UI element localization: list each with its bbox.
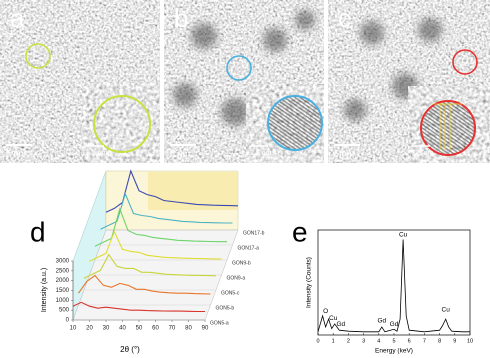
x-tick-label: 6 — [408, 338, 411, 344]
y-tick-label: 3000 — [56, 259, 70, 265]
x-tick-label: 1 — [332, 338, 335, 344]
circle-shape — [344, 99, 366, 121]
peak-annotation: Gd — [390, 321, 399, 328]
plot-frame — [317, 229, 471, 336]
scale-bar-label: 5 nm — [334, 148, 354, 158]
panel-c — [328, 0, 490, 164]
scale-bar-label: 5 nm — [170, 148, 190, 158]
inset-circle — [267, 95, 323, 151]
series-line — [83, 253, 217, 279]
circle-shape — [191, 23, 217, 49]
x-tick-label: 3 — [362, 338, 365, 344]
x-axis-label: 2θ (°) — [120, 345, 140, 354]
inset-scale-bar-label: 2.5 nm — [412, 150, 434, 157]
x-axis-label: Energy (keV) — [375, 348, 413, 355]
y-tick-label: 2500 — [56, 268, 70, 274]
x-tick-label: 80 — [185, 326, 192, 332]
highlight-circle — [226, 55, 252, 81]
spectrum-line — [317, 239, 470, 333]
panel-a — [0, 0, 161, 164]
highlight-circle — [25, 43, 51, 69]
x-tick-label: 70 — [169, 326, 176, 332]
legend-label: GON17-b — [243, 230, 265, 236]
x-tick-label: 7 — [423, 338, 426, 344]
lattice-marks — [434, 103, 462, 150]
x-tick-label: 20 — [86, 326, 93, 332]
circle-shape — [173, 83, 197, 107]
highlight-circle — [452, 49, 478, 75]
circle-shape — [221, 98, 249, 126]
legend-label: GON9-a — [227, 275, 246, 281]
peak-annotation: Gd — [336, 321, 345, 328]
inset-circle — [93, 95, 151, 153]
y-tick-label: 2000 — [56, 278, 70, 284]
x-tick-label: 0 — [316, 338, 319, 344]
y-axis-label: Intensity (Counts) — [306, 257, 313, 308]
x-tick-label: 10 — [70, 326, 77, 332]
chart-e: e 0 1 2 3 4 5 6 7 8 9 10 Energy (keV) Intensity (Coun… — [292, 216, 473, 354]
legend-label: GON9-b — [232, 260, 251, 266]
inset-scale-bar-label: 2.5 nm — [250, 150, 272, 157]
x-tick-label: 10 — [467, 338, 473, 344]
panel-letter: e — [292, 216, 308, 247]
peak-annotation: O — [323, 308, 328, 315]
series-line — [89, 230, 222, 262]
legend-label: GON5-c — [221, 290, 240, 296]
x-tick-label: 60 — [152, 326, 159, 332]
x-tick-label: 50 — [136, 326, 143, 332]
circle-shape — [295, 10, 315, 30]
circle-shape — [418, 18, 442, 42]
scale-bar-label: 5 nm — [6, 148, 26, 158]
series-line — [94, 207, 227, 247]
inset-circle — [420, 100, 476, 156]
circle-shape — [263, 28, 287, 52]
y-tick-label: 500 — [59, 308, 70, 314]
x-tick-label: 8 — [438, 338, 441, 344]
x-tick-label: 30 — [103, 326, 110, 332]
top-labels: a 5 nm 2.5 nm b 5 nm 2.5 nm c 5 nm 2.5 nm — [6, 3, 434, 158]
chart-d: d 0 500 1000 1500 2000 2500 3000 10 20 30 40 50 60 70 8… — [30, 169, 265, 354]
particles — [173, 10, 315, 126]
series-line — [78, 274, 211, 295]
panel-letter: b — [174, 3, 188, 33]
legend-label: GON5-b — [216, 305, 235, 311]
panel-b — [164, 0, 325, 164]
legend-label: GON5-a — [210, 320, 229, 326]
x-tick-label: 90 — [202, 326, 209, 332]
y-tick-label: 1000 — [56, 298, 70, 304]
panel-letter: c — [338, 3, 351, 33]
x-tick-label: 9 — [453, 338, 456, 344]
y-axis-label: Intensity (a.u.) — [41, 268, 48, 312]
x-tick-label: 4 — [377, 338, 380, 344]
x-tick-label: 5 — [392, 338, 395, 344]
panel-letter: a — [10, 3, 25, 33]
y-tick-label: 0 — [66, 318, 70, 324]
peak-annotation: Gd — [378, 317, 387, 324]
x-tick-label: 40 — [119, 326, 126, 332]
series-line — [100, 192, 233, 230]
series-line — [72, 301, 205, 313]
peak-annotation: Cu — [442, 306, 451, 313]
y-tick-label: 1500 — [56, 288, 70, 294]
inset-scale-bar-label: 2.5 nm — [86, 150, 108, 157]
legend-label: GON17-a — [238, 245, 260, 251]
peak-annotation: Cu — [329, 315, 338, 322]
panel-letter: d — [30, 216, 46, 247]
peak-annotation: Cu — [399, 231, 408, 238]
series-line — [105, 169, 239, 213]
x-tick-label: 2 — [347, 338, 350, 344]
circle-shape — [360, 21, 384, 45]
